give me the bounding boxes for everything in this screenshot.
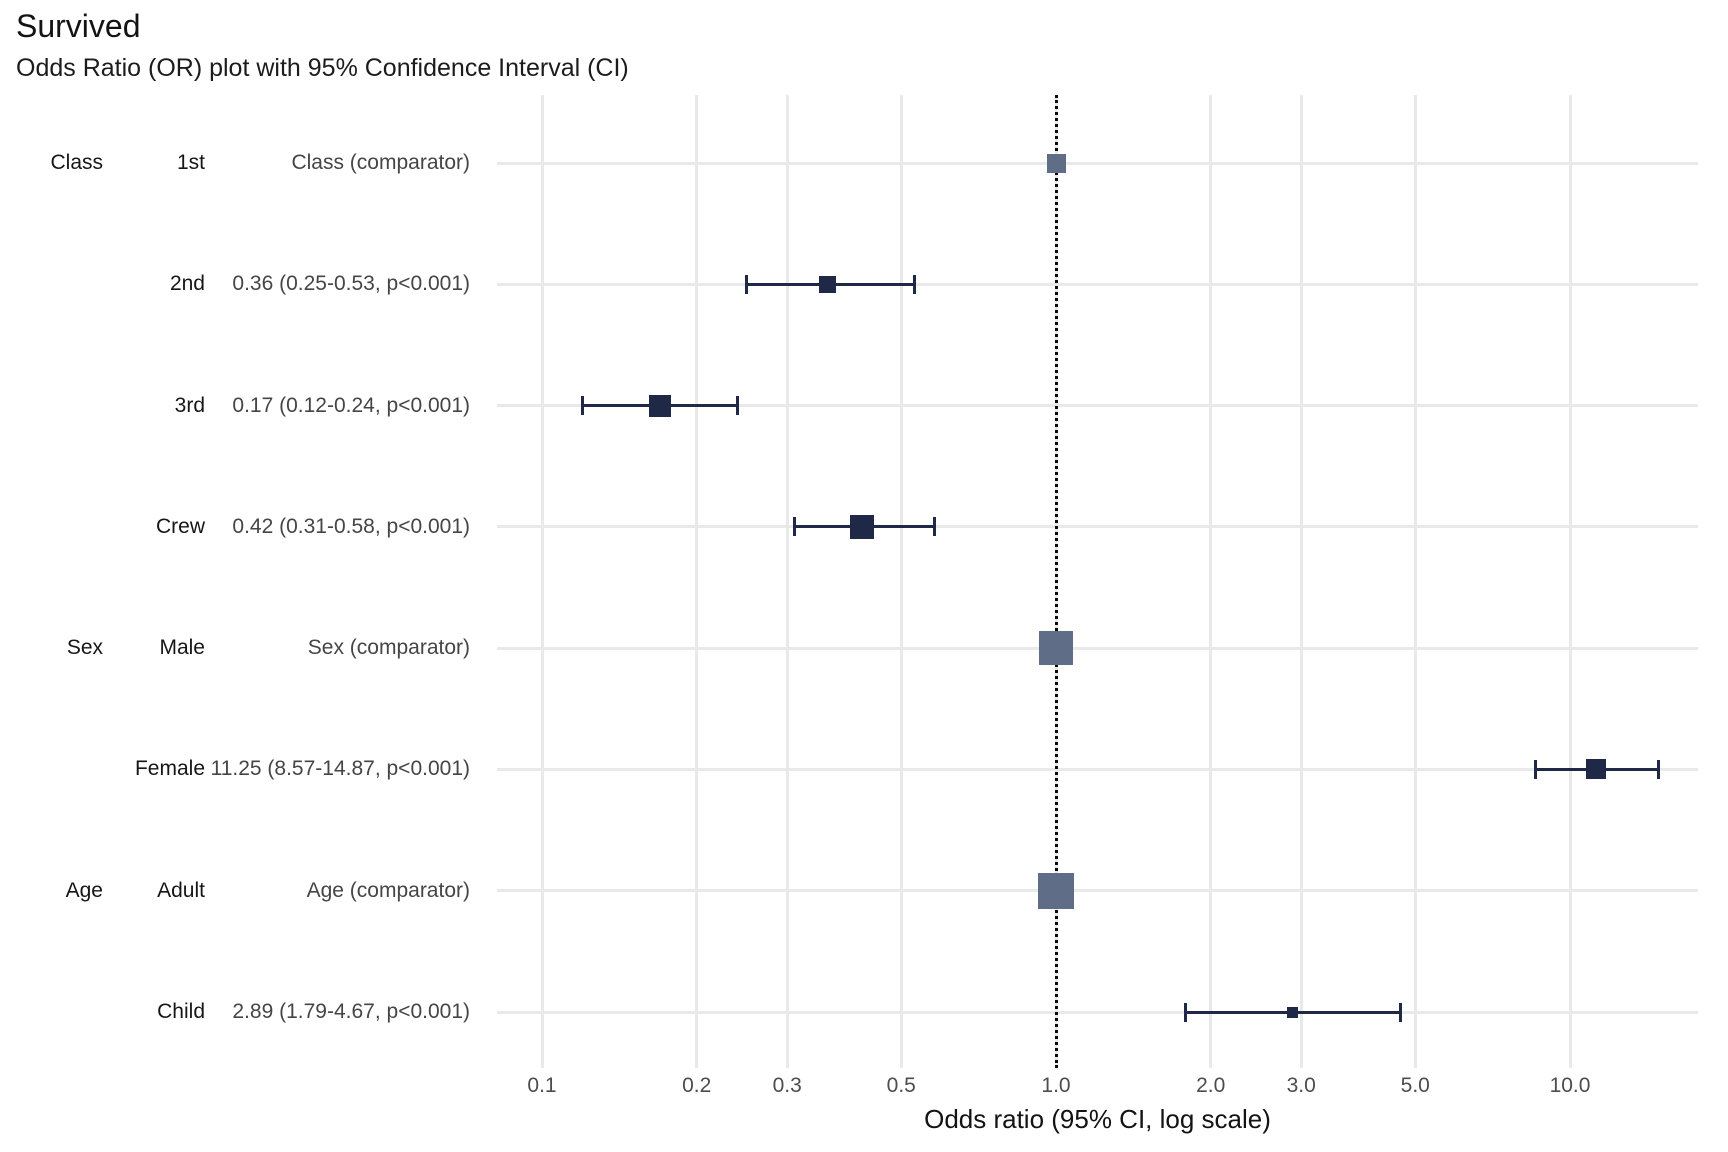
ci-cap bbox=[1657, 759, 1661, 779]
x-gridline bbox=[899, 95, 903, 1068]
ci-cap bbox=[745, 274, 749, 294]
y-gridline bbox=[497, 646, 1698, 650]
comparator-marker bbox=[1046, 153, 1066, 173]
estimate-marker bbox=[649, 394, 672, 417]
x-axis-label: Odds ratio (95% CI, log scale) bbox=[924, 1104, 1271, 1134]
level-label: Female bbox=[134, 757, 205, 780]
estimate-label: Sex (comparator) bbox=[307, 636, 470, 659]
chart-title: Survived bbox=[16, 8, 141, 44]
ci-cap bbox=[1184, 1002, 1188, 1022]
comparator-marker bbox=[1038, 872, 1074, 909]
x-gridline bbox=[1299, 95, 1303, 1068]
ci-cap bbox=[1534, 759, 1538, 779]
estimate-marker bbox=[1586, 759, 1607, 780]
estimate-label: Age (comparator) bbox=[306, 879, 470, 902]
level-label: 2nd bbox=[169, 272, 205, 295]
x-gridline bbox=[1209, 95, 1213, 1068]
level-label: Crew bbox=[155, 515, 205, 538]
estimate-label: Class (comparator) bbox=[291, 151, 470, 174]
x-gridline bbox=[540, 95, 544, 1068]
x-tick-label: 0.1 bbox=[527, 1074, 557, 1097]
ci-cap bbox=[912, 274, 916, 294]
x-gridline bbox=[695, 95, 699, 1068]
ci-cap bbox=[581, 396, 585, 416]
estimate-label: 11.25 (8.57-14.87, p<0.001) bbox=[210, 757, 470, 780]
x-tick-label: 10.0 bbox=[1549, 1074, 1591, 1097]
level-label: Adult bbox=[157, 879, 205, 902]
reference-line bbox=[1054, 95, 1058, 1068]
estimate-marker bbox=[819, 275, 837, 293]
group-label: Class bbox=[50, 151, 103, 174]
level-label: Child bbox=[157, 1000, 205, 1023]
ci-cap bbox=[735, 396, 739, 416]
x-tick-label: 3.0 bbox=[1286, 1074, 1316, 1097]
comparator-marker bbox=[1039, 631, 1073, 666]
estimate-marker bbox=[850, 514, 875, 539]
x-gridline bbox=[1413, 95, 1417, 1068]
x-tick-label: 0.2 bbox=[682, 1074, 712, 1097]
y-gridline bbox=[497, 525, 1698, 529]
x-gridline bbox=[785, 95, 789, 1068]
chart-subtitle: Odds Ratio (OR) plot with 95% Confidence… bbox=[16, 54, 629, 82]
level-label: 3rd bbox=[174, 394, 205, 417]
ci-cap bbox=[1398, 1002, 1402, 1022]
y-gridline bbox=[497, 161, 1698, 165]
estimate-label: 0.17 (0.12-0.24, p<0.001) bbox=[232, 394, 470, 417]
x-tick-label: 2.0 bbox=[1196, 1074, 1226, 1097]
plot-panel bbox=[497, 95, 1698, 1068]
level-label: 1st bbox=[176, 151, 205, 174]
y-gridline bbox=[497, 1010, 1698, 1014]
x-tick-label: 0.5 bbox=[886, 1074, 916, 1097]
group-label: Age bbox=[65, 879, 103, 902]
x-tick-label: 1.0 bbox=[1041, 1074, 1071, 1097]
y-gridline bbox=[497, 282, 1698, 286]
level-label: Male bbox=[159, 636, 205, 659]
y-gridline bbox=[497, 404, 1698, 408]
x-tick-label: 5.0 bbox=[1400, 1074, 1430, 1097]
estimate-label: 0.42 (0.31-0.58, p<0.001) bbox=[232, 515, 470, 538]
y-gridline bbox=[497, 767, 1698, 771]
y-gridline bbox=[497, 889, 1698, 893]
estimate-label: 0.36 (0.25-0.53, p<0.001) bbox=[232, 272, 470, 295]
ci-cap bbox=[932, 517, 936, 537]
estimate-label: 2.89 (1.79-4.67, p<0.001) bbox=[232, 1000, 470, 1023]
x-gridline bbox=[1568, 95, 1572, 1068]
estimate-marker bbox=[1287, 1006, 1299, 1018]
ci-cap bbox=[793, 517, 797, 537]
x-tick-label: 0.3 bbox=[772, 1074, 802, 1097]
group-label: Sex bbox=[66, 636, 103, 659]
